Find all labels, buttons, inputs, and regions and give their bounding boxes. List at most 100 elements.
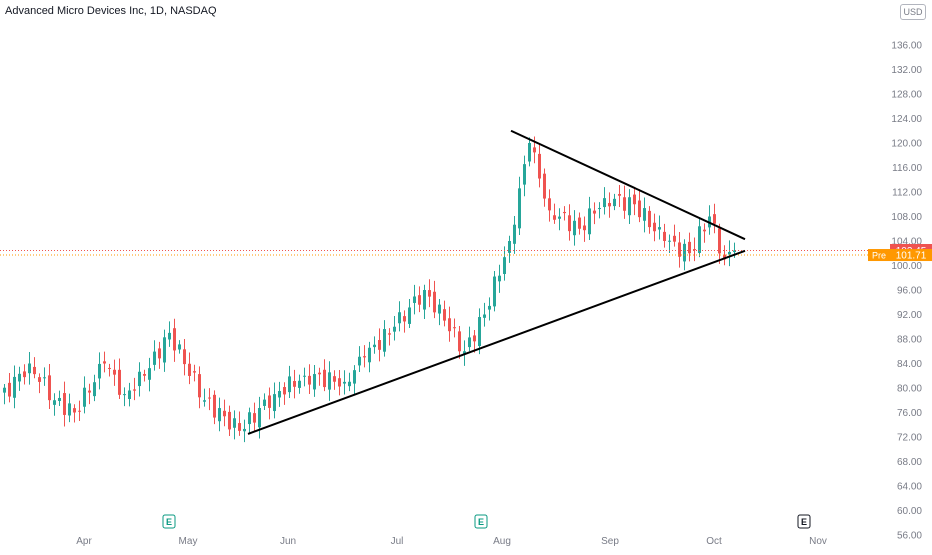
candle-body: [143, 374, 146, 376]
candle-body: [453, 327, 456, 329]
candle-body: [53, 400, 56, 405]
candle-body: [573, 220, 576, 236]
x-tick-label: Sep: [601, 536, 619, 547]
candle-body: [168, 332, 171, 340]
candle-body: [118, 369, 121, 395]
candle-body: [293, 381, 296, 387]
candle-body: [713, 214, 716, 224]
candle-body: [698, 226, 701, 253]
y-tick-label: 116.00: [892, 163, 922, 174]
candle-body: [478, 317, 481, 347]
candle-body: [298, 380, 301, 388]
candle-body: [308, 375, 311, 385]
y-tick-label: 124.00: [891, 114, 922, 125]
candle-body: [413, 296, 416, 303]
candle-body: [38, 377, 41, 382]
pre-price-label: 101.71: [896, 251, 927, 262]
candle-body: [548, 198, 551, 211]
y-tick-label: 108.00: [891, 212, 922, 223]
candle-body: [48, 375, 51, 401]
candle-body: [408, 307, 411, 324]
candle-body: [568, 215, 571, 232]
candle-body: [483, 314, 486, 318]
candle-body: [13, 376, 16, 398]
y-tick-label: 64.00: [897, 482, 922, 493]
y-tick-label: 80.00: [897, 384, 922, 395]
candle-body: [83, 387, 86, 407]
y-tick-label: 136.00: [891, 41, 922, 52]
candle-body: [138, 371, 141, 387]
candle-body: [628, 197, 631, 216]
trendline-lower: [247, 249, 746, 435]
candle-body: [33, 366, 36, 375]
candle-body: [238, 423, 241, 431]
candle-body: [233, 418, 236, 428]
y-tick-label: 112.00: [892, 188, 922, 199]
candle-body: [343, 381, 346, 384]
candle-body: [533, 147, 536, 153]
candle-body: [58, 397, 61, 401]
pre-tag: [868, 249, 890, 262]
y-tick-label: 104.00: [891, 237, 922, 248]
candle-body: [688, 241, 691, 254]
y-tick-label: 128.00: [891, 90, 922, 101]
candle-body: [518, 188, 521, 229]
candle-body: [603, 198, 606, 208]
candle-body: [463, 351, 466, 355]
candle-body: [268, 395, 271, 408]
candle-body: [353, 370, 356, 384]
candle-body: [658, 227, 661, 230]
pre-label: Pre: [872, 251, 886, 261]
candle-body: [673, 235, 676, 242]
candle-body: [103, 361, 106, 364]
candle-body: [123, 394, 126, 396]
candle-body: [163, 337, 166, 363]
candle-body: [538, 153, 541, 179]
candle-body: [718, 228, 721, 254]
earnings-label: E: [478, 517, 484, 527]
candle-body: [553, 215, 556, 220]
currency-button[interactable]: USD: [900, 4, 926, 20]
candle-body: [563, 211, 566, 214]
candle-body: [203, 400, 206, 402]
candle-body: [503, 257, 506, 274]
candle-body: [133, 389, 136, 391]
candle-body: [248, 412, 251, 425]
candle-body: [593, 210, 596, 214]
x-tick-label: Nov: [809, 536, 827, 547]
x-tick-label: Aug: [493, 536, 511, 547]
candle-body: [598, 208, 601, 210]
candle-body: [458, 331, 461, 352]
candle-body: [633, 194, 636, 205]
candle-body: [78, 410, 81, 412]
y-tick-label: 96.00: [897, 286, 922, 297]
candle-body: [3, 387, 6, 393]
candle-body: [433, 291, 436, 313]
candle-body: [218, 408, 221, 422]
earnings-icon: [797, 514, 811, 529]
candle-body: [578, 217, 581, 229]
candle-body: [88, 390, 91, 393]
candle-body: [8, 382, 11, 397]
candle-body: [313, 374, 316, 390]
candle-body: [368, 347, 371, 363]
candle-body: [488, 305, 491, 310]
chart-title: Advanced Micro Devices Inc, 1D, NASDAQ: [5, 5, 217, 17]
candle-body: [703, 229, 706, 232]
y-tick-label: 68.00: [897, 457, 922, 468]
candle-body: [278, 391, 281, 398]
candle-body: [193, 371, 196, 373]
candle-body: [583, 225, 586, 231]
earnings-icon: [162, 514, 176, 529]
candle-body: [258, 408, 261, 428]
candle-body: [448, 318, 451, 332]
candle-body: [383, 329, 386, 352]
candle-body: [333, 376, 336, 382]
x-tick-label: May: [179, 536, 198, 547]
y-tick-label: 132.00: [891, 65, 922, 76]
y-tick-label: 76.00: [897, 408, 922, 419]
candle-body: [523, 164, 526, 185]
y-tick-label: 60.00: [897, 506, 922, 517]
